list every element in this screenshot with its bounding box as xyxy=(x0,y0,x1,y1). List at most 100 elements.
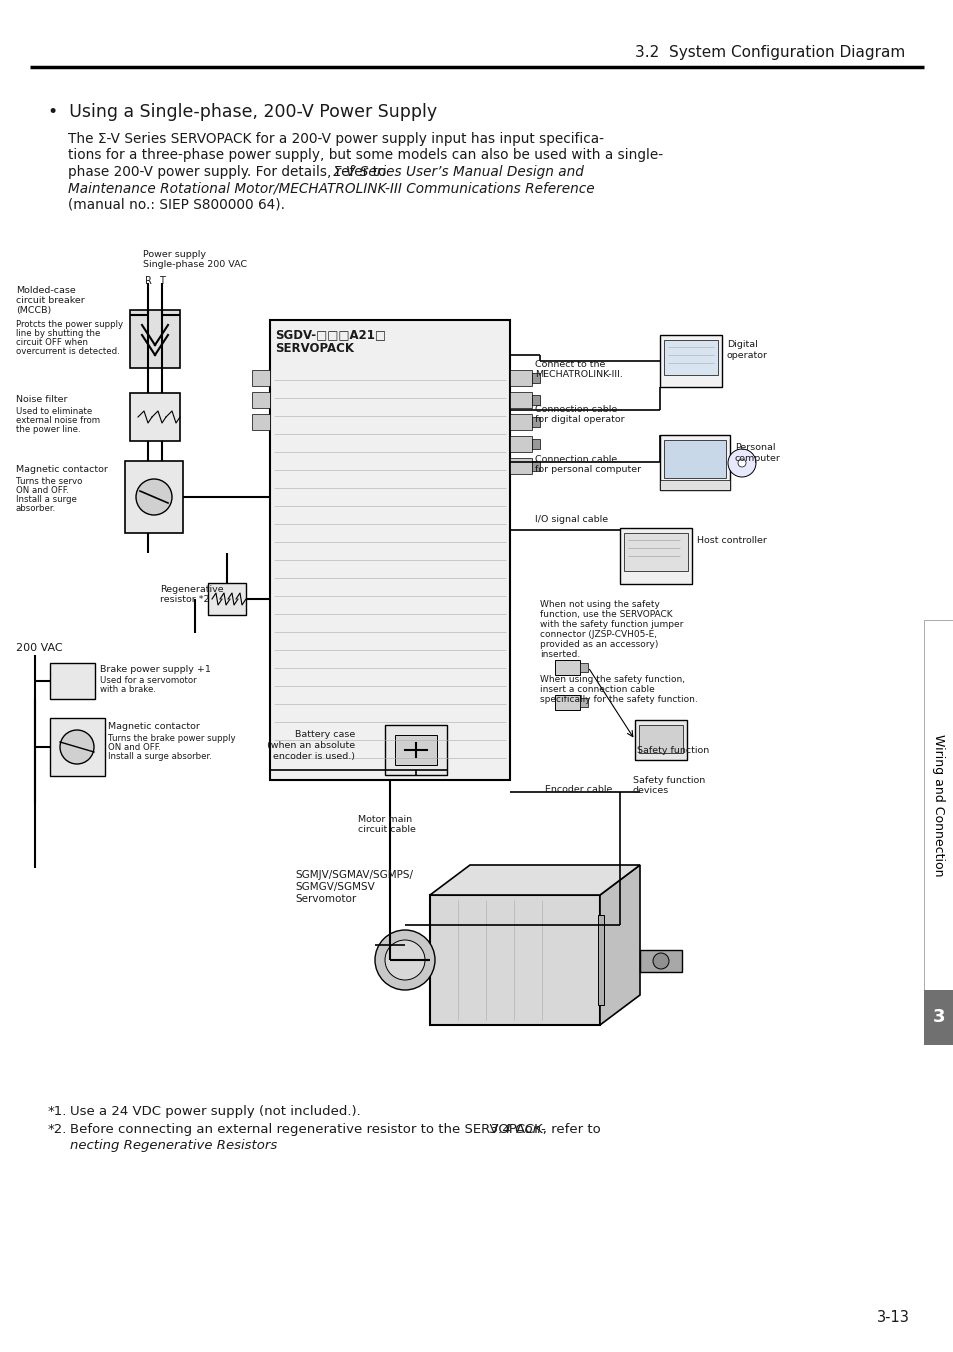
Circle shape xyxy=(385,940,424,980)
Text: Brake power supply +1: Brake power supply +1 xyxy=(100,665,211,675)
Text: When not using the safety: When not using the safety xyxy=(539,600,659,608)
Text: tions for a three-phase power supply, but some models can also be used with a si: tions for a three-phase power supply, bu… xyxy=(68,149,662,162)
Text: 3.2  System Configuration Diagram: 3.2 System Configuration Diagram xyxy=(634,45,904,59)
Text: Servomotor: Servomotor xyxy=(294,894,355,904)
Circle shape xyxy=(738,458,745,466)
Text: 3: 3 xyxy=(932,1009,944,1026)
Text: Motor main: Motor main xyxy=(357,815,412,823)
Text: (manual no.: SIEP S800000 64).: (manual no.: SIEP S800000 64). xyxy=(68,197,285,212)
Text: .: . xyxy=(220,1138,224,1152)
Text: necting Regenerative Resistors: necting Regenerative Resistors xyxy=(70,1138,277,1152)
Text: resistor *2: resistor *2 xyxy=(160,595,210,604)
Text: 200 VAC: 200 VAC xyxy=(16,644,63,653)
Text: line by shutting the: line by shutting the xyxy=(16,329,100,338)
Text: external noise from: external noise from xyxy=(16,416,100,425)
Text: Use a 24 VDC power supply (not included.).: Use a 24 VDC power supply (not included.… xyxy=(70,1105,360,1118)
Bar xyxy=(555,695,579,710)
Text: MECHATROLINK-III.: MECHATROLINK-III. xyxy=(535,370,622,379)
Bar xyxy=(639,950,681,972)
Bar xyxy=(532,439,539,449)
Bar xyxy=(50,718,105,776)
Text: Noise filter: Noise filter xyxy=(16,395,68,404)
Text: 3.4 Con-: 3.4 Con- xyxy=(490,1124,545,1136)
Text: Turns the brake power supply: Turns the brake power supply xyxy=(108,734,235,744)
Bar xyxy=(598,915,603,1005)
Text: Used for a servomotor: Used for a servomotor xyxy=(100,676,196,685)
Text: Regenerative: Regenerative xyxy=(160,585,223,594)
Bar xyxy=(252,414,270,430)
Bar xyxy=(659,480,729,489)
Text: overcurrent is detected.: overcurrent is detected. xyxy=(16,347,120,356)
Bar xyxy=(385,725,447,775)
Text: Personal: Personal xyxy=(734,443,775,452)
Bar xyxy=(510,392,532,408)
Bar xyxy=(130,310,180,368)
Text: provided as an accessory): provided as an accessory) xyxy=(539,639,658,649)
Text: SGMJV/SGMAV/SGMPS/: SGMJV/SGMAV/SGMPS/ xyxy=(294,869,413,880)
Bar xyxy=(663,439,725,479)
Polygon shape xyxy=(599,865,639,1025)
Text: When using the safety function,: When using the safety function, xyxy=(539,675,684,684)
Text: SGDV-□□□A21□: SGDV-□□□A21□ xyxy=(274,329,386,341)
Text: Connection cable: Connection cable xyxy=(535,456,617,464)
Text: Magnetic contactor: Magnetic contactor xyxy=(16,465,108,475)
Bar xyxy=(923,621,953,990)
Bar xyxy=(510,414,532,430)
Text: with the safety function jumper: with the safety function jumper xyxy=(539,621,682,629)
Text: Σ-V Series User’s Manual Design and: Σ-V Series User’s Manual Design and xyxy=(334,165,583,178)
Text: *1.: *1. xyxy=(48,1105,68,1118)
Bar xyxy=(659,435,729,489)
Text: encoder is used.): encoder is used.) xyxy=(273,752,355,761)
Text: Magnetic contactor: Magnetic contactor xyxy=(108,722,200,731)
Text: Safety function: Safety function xyxy=(637,746,708,754)
Text: I/O signal cable: I/O signal cable xyxy=(535,515,607,525)
Text: Install a surge absorber.: Install a surge absorber. xyxy=(108,752,212,761)
Text: Maintenance Rotational Motor/MECHATROLINK-III Communications Reference: Maintenance Rotational Motor/MECHATROLIN… xyxy=(68,181,594,196)
Text: (when an absolute: (when an absolute xyxy=(267,741,355,750)
Bar xyxy=(623,533,687,571)
Bar xyxy=(510,435,532,452)
Circle shape xyxy=(60,730,94,764)
Polygon shape xyxy=(430,865,639,895)
Bar xyxy=(50,662,95,699)
Bar xyxy=(635,721,686,760)
Bar xyxy=(579,698,587,707)
Text: R: R xyxy=(145,276,152,287)
Text: Molded-case: Molded-case xyxy=(16,287,75,295)
Text: the power line.: the power line. xyxy=(16,425,81,434)
Text: Wiring and Connection: Wiring and Connection xyxy=(931,734,944,876)
Text: with a brake.: with a brake. xyxy=(100,685,156,694)
Text: ON and OFF.: ON and OFF. xyxy=(16,485,69,495)
Text: absorber.: absorber. xyxy=(16,504,56,512)
Text: Before connecting an external regenerative resistor to the SERVOPACK, refer to: Before connecting an external regenerati… xyxy=(70,1124,604,1136)
Bar xyxy=(555,660,579,675)
Bar xyxy=(532,373,539,383)
Text: for personal computer: for personal computer xyxy=(535,465,640,475)
Bar xyxy=(923,990,953,1045)
Bar xyxy=(208,583,246,615)
Text: specifically for the safety function.: specifically for the safety function. xyxy=(539,695,697,704)
Text: function, use the SERVOPACK: function, use the SERVOPACK xyxy=(539,610,672,619)
Bar xyxy=(510,458,532,475)
Text: connector (JZSP-CVH05-E,: connector (JZSP-CVH05-E, xyxy=(539,630,657,639)
Text: inserted.: inserted. xyxy=(539,650,579,658)
Text: devices: devices xyxy=(633,786,669,795)
Text: Connect to the: Connect to the xyxy=(535,360,605,369)
Text: T: T xyxy=(159,276,165,287)
Text: Used to eliminate: Used to eliminate xyxy=(16,407,92,416)
Text: 3-13: 3-13 xyxy=(876,1310,909,1325)
Bar xyxy=(619,529,691,584)
Bar xyxy=(395,735,436,765)
Text: Turns the servo: Turns the servo xyxy=(16,477,82,485)
Text: *2.: *2. xyxy=(48,1124,68,1136)
Text: for digital operator: for digital operator xyxy=(535,415,624,425)
Bar xyxy=(532,416,539,427)
Text: The Σ-V Series SERVOPACK for a 200-V power supply input has input specifica-: The Σ-V Series SERVOPACK for a 200-V pow… xyxy=(68,132,603,146)
Text: insert a connection cable: insert a connection cable xyxy=(539,685,654,694)
Bar xyxy=(579,662,587,672)
Circle shape xyxy=(136,479,172,515)
Text: operator: operator xyxy=(726,352,767,360)
Bar xyxy=(130,393,180,441)
Text: circuit OFF when: circuit OFF when xyxy=(16,338,88,347)
Bar xyxy=(430,895,599,1025)
